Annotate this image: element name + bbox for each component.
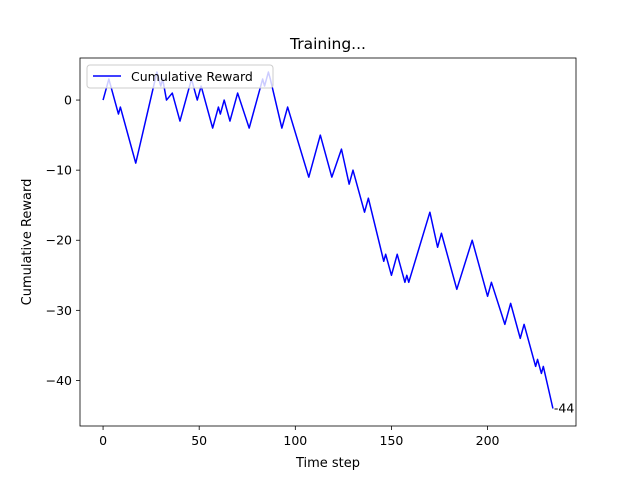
x-axis-title: Time step [295, 456, 360, 471]
x-tick-label: 200 [476, 433, 500, 448]
y-axis-title: Cumulative Reward [20, 179, 35, 306]
y-axis: 0 −10 −20 −30 −40 [46, 93, 80, 388]
y-tick-label: −10 [46, 163, 72, 178]
legend-box [86, 64, 274, 89]
x-tick-label: 100 [283, 433, 307, 448]
x-tick-label: 50 [191, 433, 207, 448]
legend: Cumulative Reward [86, 64, 274, 89]
x-axis: 0 50 100 150 200 [99, 426, 500, 448]
chart-title: Training... [289, 35, 366, 53]
y-tick-label: 0 [64, 93, 72, 108]
x-tick-label: 0 [99, 433, 107, 448]
end-value-label: -44 [554, 400, 574, 415]
y-tick-label: −20 [46, 233, 72, 248]
series-line-cumulative-reward [102, 71, 554, 409]
plot-frame [79, 57, 577, 427]
y-tick-label: −30 [46, 303, 72, 318]
legend-label: Cumulative Reward [131, 69, 253, 84]
x-tick-label: 150 [380, 433, 404, 448]
y-tick-label: −40 [46, 373, 72, 388]
